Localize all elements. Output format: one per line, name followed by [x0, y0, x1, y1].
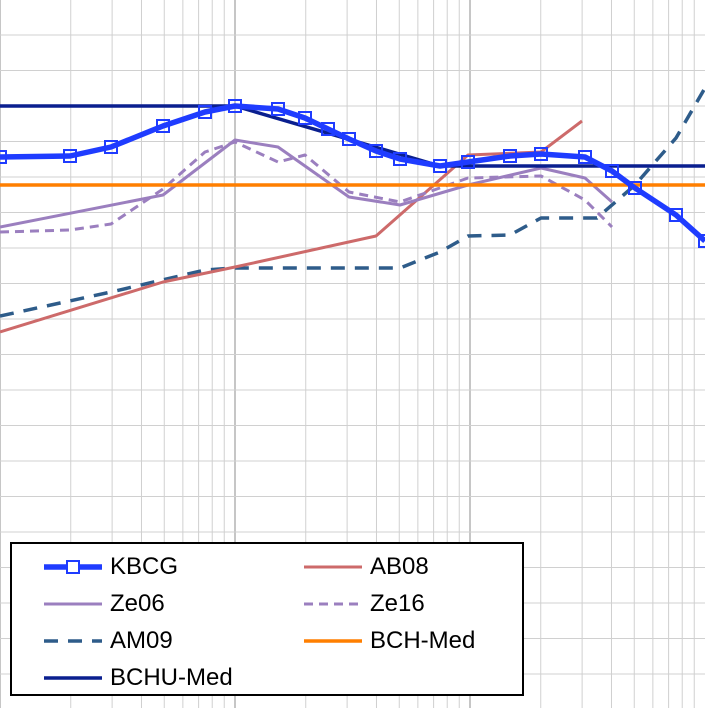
legend-label-ze06: Ze06 [110, 590, 165, 617]
legend-swatch-am09 [44, 639, 102, 643]
legend-label-ze16: Ze16 [370, 590, 425, 617]
series-ze16 [0, 140, 614, 234]
series-kbcg [0, 99, 705, 248]
legend-item-bchu-med: BCHU-Med [42, 664, 233, 691]
legend-label-am09: AM09 [110, 627, 173, 654]
data-point-kbcg [393, 152, 407, 166]
data-point-kbcg [503, 149, 517, 163]
series-line-bchu-med [0, 104, 705, 168]
series-am09 [0, 87, 705, 318]
series-line-ze06 [0, 138, 613, 229]
data-point-kbcg [461, 155, 475, 169]
legend-swatch-ab08 [304, 565, 362, 569]
data-point-kbcg [0, 150, 7, 164]
series-ze06 [0, 138, 613, 229]
legend-item-ab08: AB08 [302, 553, 429, 580]
legend-label-kbcg: KBCG [110, 553, 179, 580]
chart-series-layer [0, 87, 705, 334]
legend-item-am09: AM09 [42, 627, 173, 654]
data-point-kbcg [669, 208, 683, 222]
data-point-kbcg [298, 111, 312, 125]
data-point-kbcg [104, 140, 118, 154]
series-line-am09 [0, 87, 705, 318]
legend-item-ze06: Ze06 [42, 590, 165, 617]
legend-swatch-ze16 [304, 602, 362, 606]
legend-item-ze16: Ze16 [302, 590, 425, 617]
series-line-ze16 [0, 140, 614, 234]
chart-legend: KBCG AB08 Ze06 Ze16 AM09 BCH-Med BCHU-Me… [10, 542, 524, 696]
data-point-kbcg [534, 147, 548, 161]
legend-swatch-ze06 [44, 602, 102, 606]
legend-swatch-marker [66, 560, 80, 574]
data-point-kbcg [578, 150, 592, 164]
data-point-kbcg [271, 102, 285, 116]
data-point-kbcg [156, 119, 170, 133]
data-point-kbcg [228, 99, 242, 113]
legend-swatch-bchu-med [44, 676, 102, 680]
legend-label-ab08: AB08 [370, 553, 429, 580]
legend-item-bch-med: BCH-Med [302, 627, 476, 654]
legend-label-bchu-med: BCHU-Med [110, 664, 233, 691]
legend-item-kbcg: KBCG [42, 553, 179, 580]
series-bchu-med [0, 104, 705, 168]
legend-swatch-kbcg [44, 560, 102, 574]
data-point-kbcg [369, 144, 383, 158]
data-point-kbcg [63, 149, 77, 163]
legend-label-bch-med: BCH-Med [370, 627, 476, 654]
data-point-kbcg [198, 105, 212, 119]
data-point-kbcg [605, 164, 619, 178]
data-point-kbcg [321, 122, 335, 136]
data-point-kbcg [433, 159, 447, 173]
data-point-kbcg [698, 234, 705, 248]
legend-swatch-bch-med [304, 639, 362, 643]
series-line-kbcg [0, 103, 705, 244]
data-point-kbcg [628, 181, 642, 195]
data-point-kbcg [342, 132, 356, 146]
